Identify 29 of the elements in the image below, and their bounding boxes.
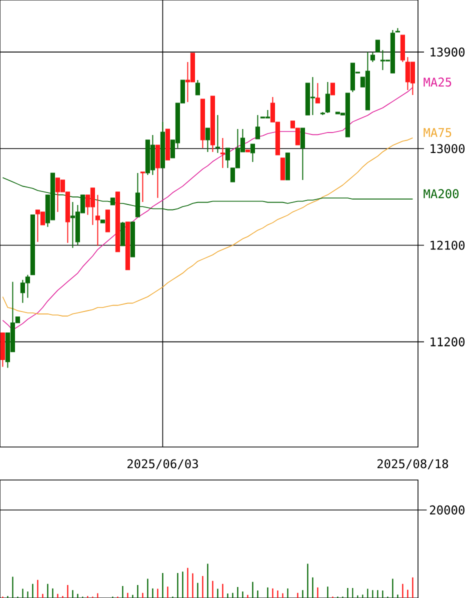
candlestick (225, 147, 230, 168)
candlestick (330, 82, 335, 96)
candlestick (325, 81, 330, 114)
candlestick (315, 82, 320, 104)
candlestick (280, 158, 285, 180)
series-label: MA25 (424, 78, 452, 87)
candlestick (195, 80, 200, 96)
candlestick (205, 128, 210, 152)
x-tick-label: 2025/06/03 (127, 459, 198, 470)
candlestick (215, 114, 220, 154)
candlestick (120, 221, 125, 246)
candlestick (375, 40, 380, 52)
series-label: MA75 (424, 128, 452, 138)
y-tick-label: 13900 (430, 48, 465, 57)
candlestick (250, 144, 255, 162)
text: 20000 (430, 505, 464, 515)
x-tick-label: 2025/08/18 (377, 459, 448, 470)
candlestick (220, 138, 225, 168)
candlestick (155, 144, 160, 198)
candlestick (95, 194, 100, 246)
candlestick (370, 52, 375, 63)
y-tick-label: 11200 (430, 337, 465, 346)
candlestick (255, 114, 260, 140)
candlestick (105, 209, 110, 232)
candlestick (300, 128, 306, 180)
y-tick-label: 13000 (430, 144, 465, 154)
y-tick-label: 12100 (430, 240, 465, 250)
candlestick (140, 171, 145, 202)
series-label: MA200 (424, 189, 459, 198)
